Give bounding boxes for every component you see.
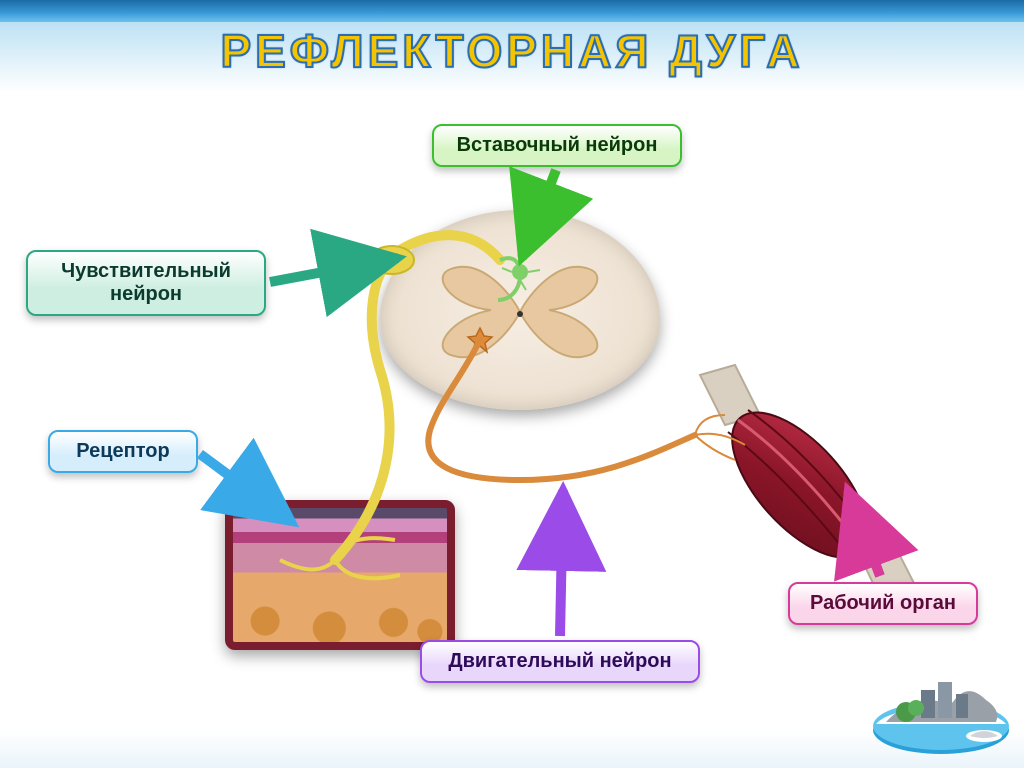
label-sensory-neuron: Чувствительный нейрон [26,250,266,316]
label-working-organ: Рабочий орган [788,582,978,625]
top-accent-bar [0,0,1024,22]
arrow-sensory [270,258,398,282]
arrow-motor [560,490,563,636]
corner-decoration-icon [866,650,1016,760]
central-canal [517,311,523,317]
slide: РЕФЛЕКТОРНАЯ ДУГА [0,0,1024,768]
slide-title: РЕФЛЕКТОРНАЯ ДУГА [0,24,1024,78]
label-motor-neuron: Двигательный нейрон [420,640,700,683]
label-interneuron: Вставочный нейрон [432,124,682,167]
skin-receptor-block [225,500,455,650]
muscle-organ [640,360,940,620]
spinal-cord [380,210,660,410]
label-receptor: Рецептор [48,430,198,473]
